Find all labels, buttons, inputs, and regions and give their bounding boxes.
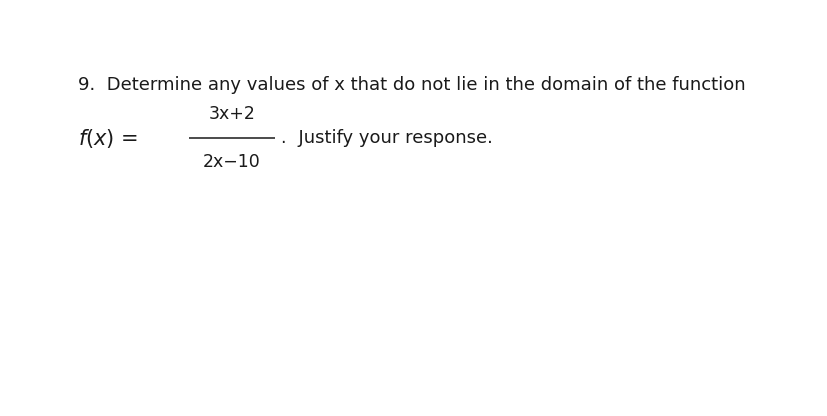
Text: .: . bbox=[280, 129, 285, 147]
Text: 3x+2: 3x+2 bbox=[208, 105, 255, 123]
Text: 2x−10: 2x−10 bbox=[203, 153, 261, 171]
Text: 9.  Determine any values of x that do not lie in the domain of the function: 9. Determine any values of x that do not… bbox=[78, 76, 745, 94]
Text: Justify your response.: Justify your response. bbox=[287, 129, 492, 147]
Text: $f(x)$ =: $f(x)$ = bbox=[78, 126, 138, 149]
